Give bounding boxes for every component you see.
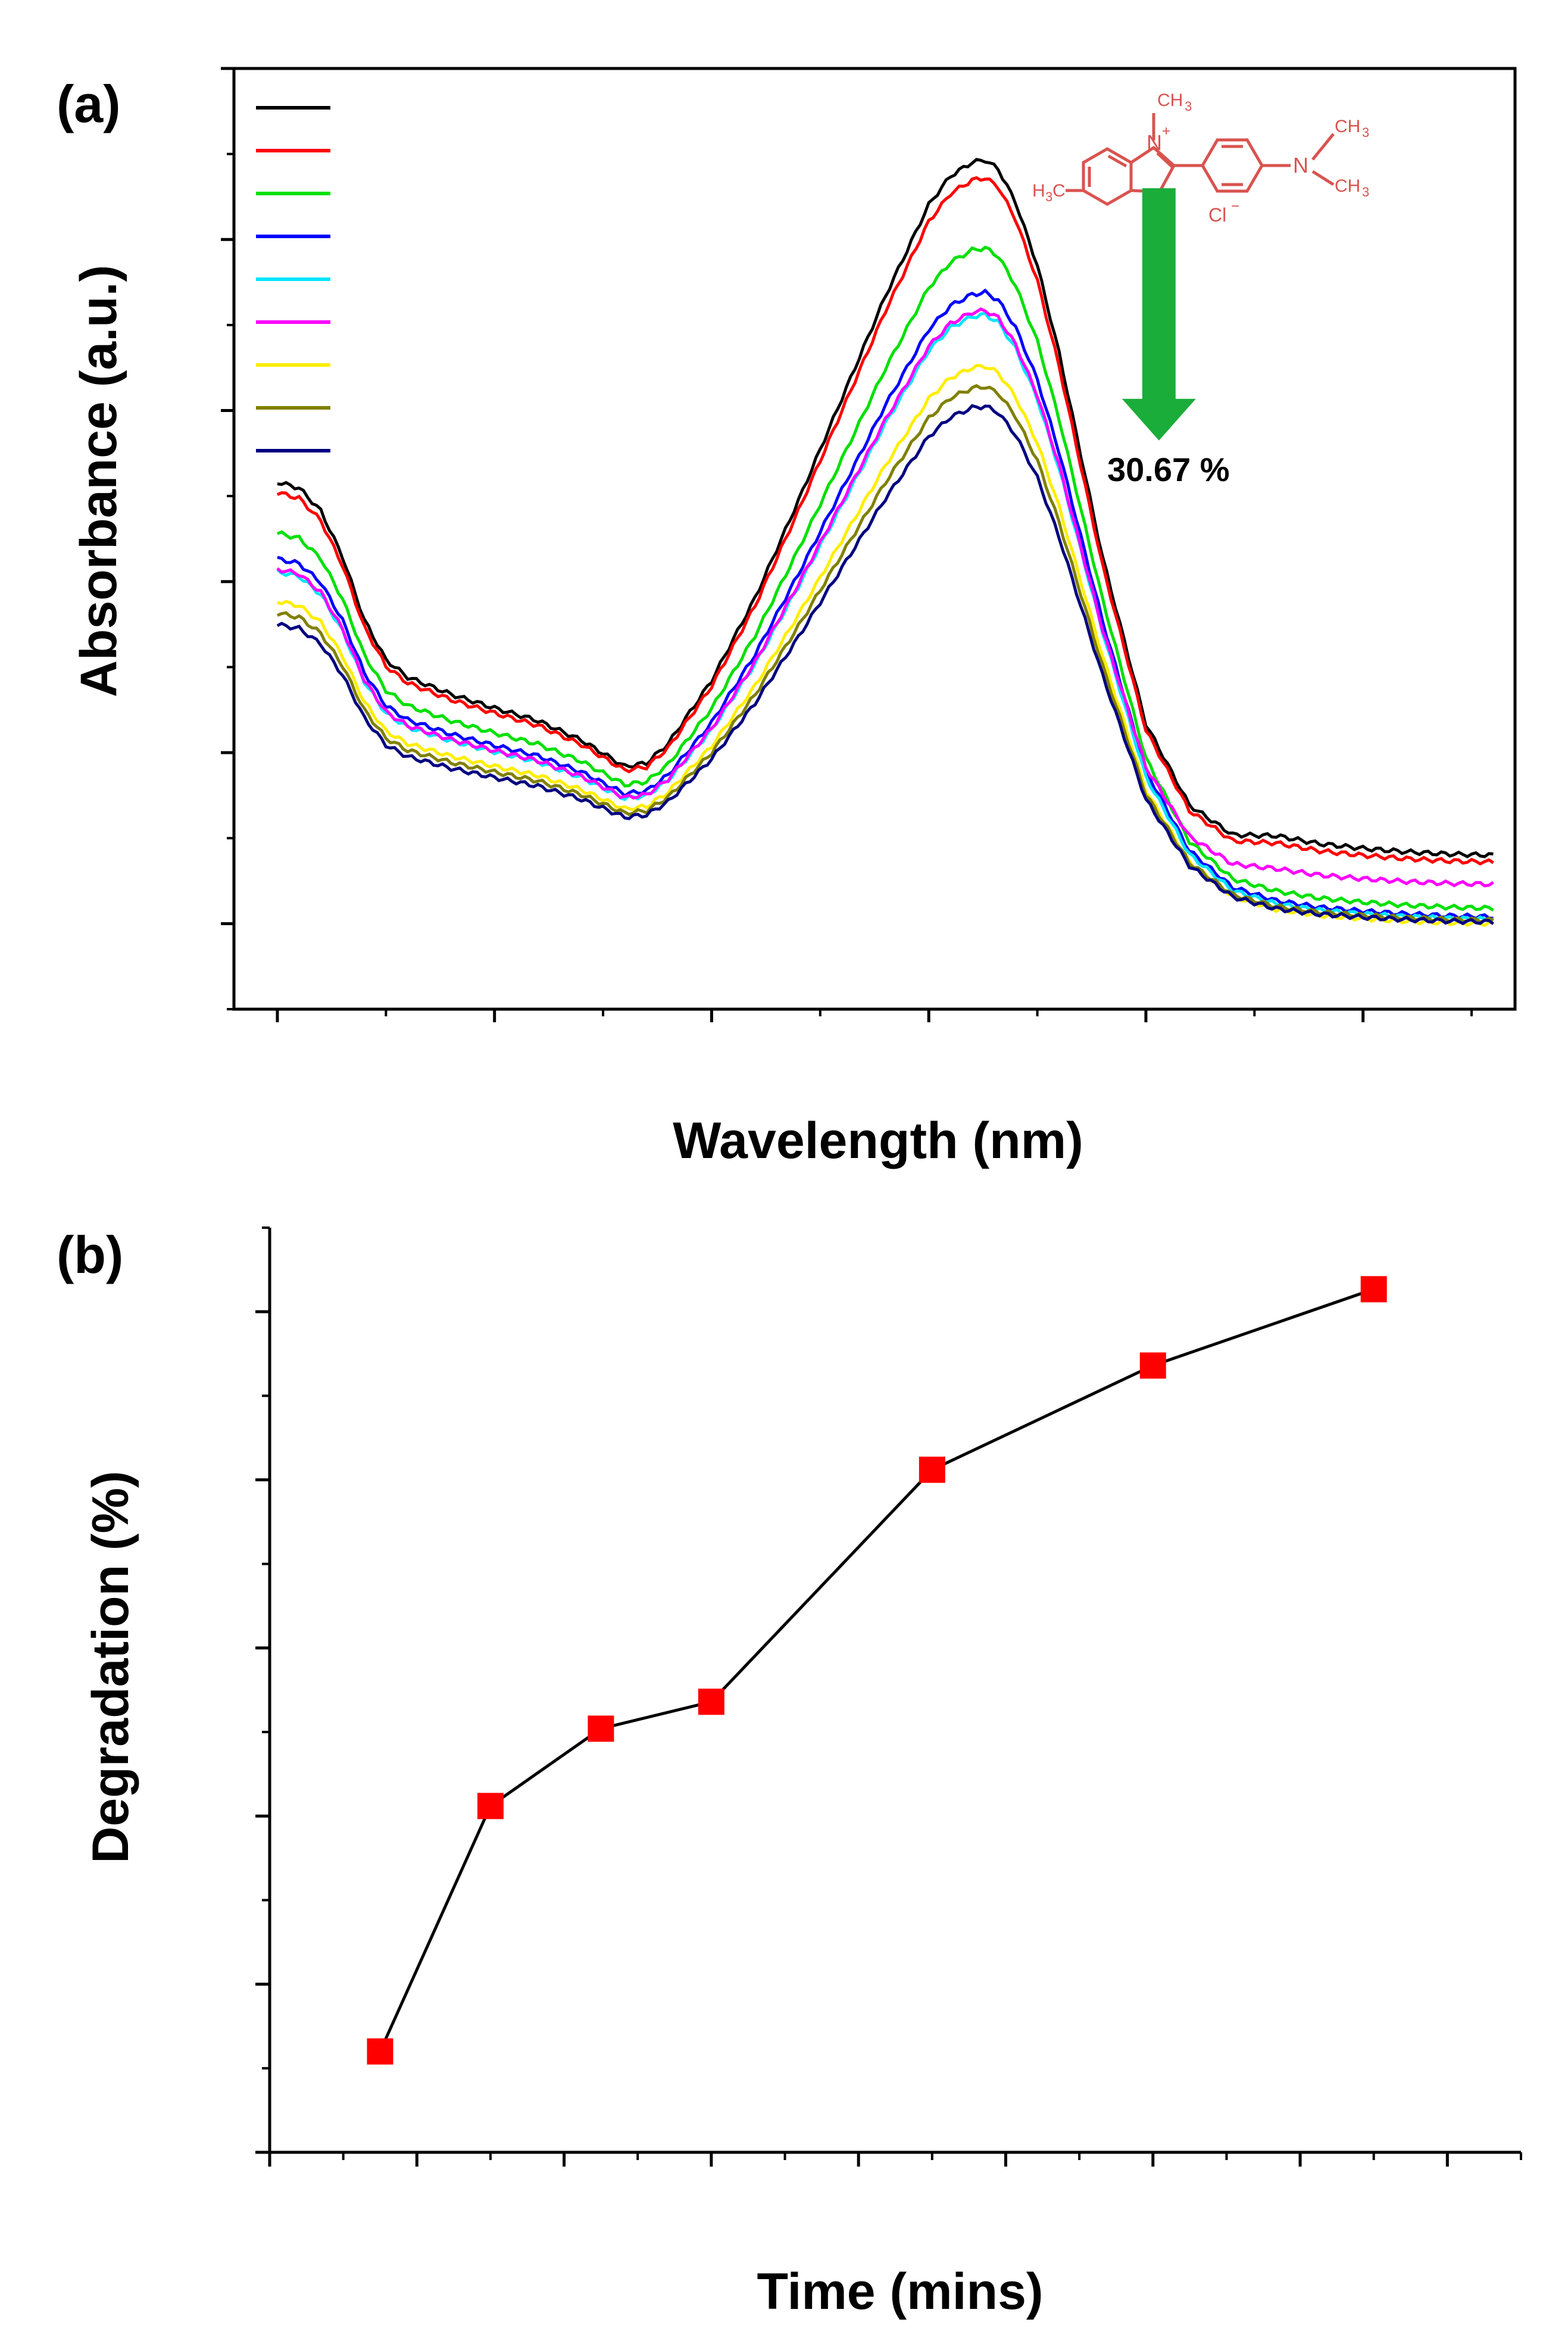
structure-c-methyl-c-label: C <box>1052 181 1066 201</box>
spectrum-line <box>276 176 1494 866</box>
structure-amine-methyl-2-label: CH <box>1335 176 1360 196</box>
panel-b-x-axis-title: Time (mins) <box>757 2263 1043 2320</box>
structure-amine-n-label: N <box>1293 153 1308 177</box>
degradation-data-point <box>1139 1352 1166 1379</box>
panel-a-axes <box>221 67 1517 1022</box>
panel-b-axes <box>255 1226 1522 2167</box>
spectrum-line <box>277 158 1494 859</box>
spectrum-line <box>276 311 1494 923</box>
spectrum-line <box>276 307 1494 888</box>
structure-n-plus-charge: + <box>1162 123 1170 139</box>
structure-c-methyl-h-label: H <box>1032 181 1045 201</box>
panel-b-plot-area <box>367 1276 1387 2065</box>
panel-a-absorbance-chart: (a) Wavelength (nm) Absorbance (a.u.) <box>57 67 1517 1169</box>
structure-amine-methyl-1-label: CH <box>1335 117 1360 136</box>
panel-b-degradation-chart: (b) Time (mins) Degradation (%) <box>57 1225 1522 2320</box>
spectrum-line <box>276 404 1494 925</box>
structure-amine-methyl-1 <box>1311 133 1335 161</box>
structure-amine-methyl-2-sub: 3 <box>1362 185 1369 199</box>
panel-b-label: (b) <box>57 1225 123 1284</box>
structure-amine-methyl-1-sub: 3 <box>1362 125 1369 140</box>
structure-cl-label: Cl <box>1208 204 1226 226</box>
degradation-data-point <box>367 2038 393 2065</box>
degradation-data-point <box>1360 1276 1387 1303</box>
structure-n-methyl-sub: 3 <box>1185 99 1192 114</box>
spectrum-line <box>277 288 1494 920</box>
spectrum-line <box>277 364 1494 928</box>
panel-a-legend <box>256 106 330 452</box>
degradation-arrow <box>1122 188 1196 441</box>
degradation-data-point <box>477 1793 504 1819</box>
structure-n-plus-label: N <box>1147 130 1162 155</box>
structure-thiazole-double-bond <box>1156 152 1174 168</box>
structure-cl-charge: − <box>1231 198 1239 214</box>
panel-a-frame <box>232 67 1517 1011</box>
degradation-data-point <box>919 1456 945 1483</box>
structure-amine-methyl-2 <box>1311 170 1335 186</box>
panel-a-x-axis-title: Wavelength (nm) <box>673 1112 1083 1169</box>
panel-a-plot-area <box>276 158 1494 928</box>
spectrum-line <box>277 245 1494 912</box>
structure-n-methyl-label: CH <box>1157 90 1183 110</box>
chemical-structure-labels: N + CH 3 N CH 3 CH 3 H 3 C S Cl − <box>1032 90 1369 226</box>
degradation-arrow-shape <box>1122 188 1196 441</box>
structure-double-bond-2 <box>1107 154 1127 168</box>
degradation-data-point <box>698 1689 724 1715</box>
panel-a-y-axis-title: Absorbance (a.u.) <box>70 265 127 697</box>
panel-a-label: (a) <box>57 74 121 133</box>
panel-b-y-axis-title: Degradation (%) <box>82 1471 139 1863</box>
structure-c-methyl-sub: 3 <box>1045 189 1052 204</box>
degradation-data-point <box>588 1715 614 1742</box>
degradation-percent-annotation: 30.67 % <box>1107 451 1230 488</box>
